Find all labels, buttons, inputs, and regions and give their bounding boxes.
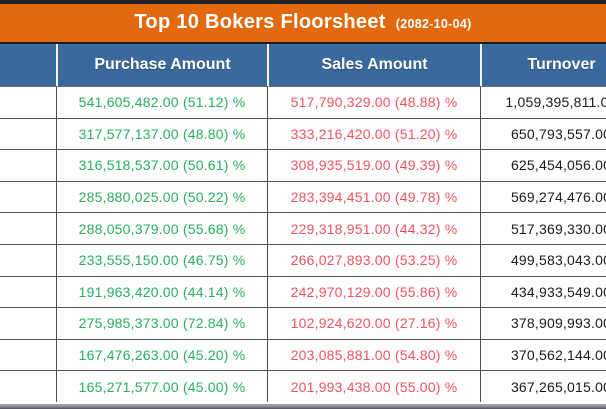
broker-cell: [0, 340, 56, 371]
broker-cell: [0, 150, 56, 181]
purchase-amount-cell: 233,555,150.00 (46.75) %: [56, 244, 267, 276]
turnover-cell: 650,793,557.00: [480, 118, 606, 150]
purchase-amount-cell: 167,476,263.00 (45.20) %: [56, 339, 267, 371]
sales-amount-cell: 517,790,329.00 (48.88) %: [267, 87, 480, 118]
turnover-cell: 569,274,476.00: [480, 181, 606, 213]
top-window-edge: [0, 0, 606, 4]
turnover-cell: 434,933,549.00: [480, 276, 606, 308]
header-purchase-amount: Purchase Amount: [56, 44, 267, 86]
header-sales-amount: Sales Amount: [267, 44, 480, 86]
table-body: 541,605,482.00 (51.12) % 517,790,329.00 …: [0, 86, 606, 402]
sales-amount-cell: 266,027,893.00 (53.25) %: [267, 244, 480, 276]
broker-cell: [0, 182, 56, 213]
broker-cell: [0, 308, 56, 339]
sales-amount-cell: 229,318,951.00 (44.32) %: [267, 213, 480, 244]
turnover-cell: 517,369,330.00: [480, 213, 606, 244]
bottom-window-edge: [0, 404, 606, 409]
broker-cell: [0, 245, 56, 276]
table-header-row: Purchase Amount Sales Amount Turnover: [0, 44, 606, 86]
sales-amount-cell: 242,970,129.00 (55.86) %: [267, 276, 480, 308]
header-turnover: Turnover: [480, 44, 606, 86]
purchase-amount-cell: 541,605,482.00 (51.12) %: [56, 87, 267, 118]
turnover-cell: 367,265,015.00: [480, 371, 606, 402]
purchase-amount-cell: 191,963,420.00 (44.14) %: [56, 276, 267, 308]
table-row: 233,555,150.00 (46.75) % 266,027,893.00 …: [0, 243, 606, 276]
table-row: 167,476,263.00 (45.20) % 203,085,881.00 …: [0, 338, 606, 371]
title-date: (2082-10-04): [395, 17, 472, 31]
purchase-amount-cell: 285,880,025.00 (50.22) %: [56, 181, 267, 213]
turnover-cell: 378,909,993.00: [480, 308, 606, 339]
table-row: 316,518,537.00 (50.61) % 308,935,519.00 …: [0, 149, 606, 181]
sales-amount-cell: 283,394,451.00 (49.78) %: [267, 181, 480, 213]
purchase-amount-cell: 275,985,373.00 (72.84) %: [56, 308, 267, 339]
sales-amount-cell: 201,993,438.00 (55.00) %: [267, 371, 480, 402]
table-row: 275,985,373.00 (72.84) % 102,924,620.00 …: [0, 307, 606, 339]
sales-amount-cell: 333,216,420.00 (51.20) %: [267, 118, 480, 150]
broker-cell: [0, 87, 56, 118]
header-broker-column: [0, 44, 56, 86]
turnover-cell: 370,562,144.00: [480, 339, 606, 371]
turnover-cell: 625,454,056.00: [480, 150, 606, 181]
table-row: 165,271,577.00 (45.00) % 201,993,438.00 …: [0, 370, 606, 402]
purchase-amount-cell: 316,518,537.00 (50.61) %: [56, 150, 267, 181]
title-bar: Top 10 Bokers Floorsheet (2082-10-04): [0, 4, 606, 44]
floorsheet-table: Purchase Amount Sales Amount Turnover 54…: [0, 44, 606, 402]
purchase-amount-cell: 165,271,577.00 (45.00) %: [56, 371, 267, 402]
broker-cell: [0, 277, 56, 308]
broker-cell: [0, 213, 56, 244]
table-row: 191,963,420.00 (44.14) % 242,970,129.00 …: [0, 275, 606, 308]
table-row: 288,050,379.00 (55.68) % 229,318,951.00 …: [0, 212, 606, 244]
table-row: 317,577,137.00 (48.80) % 333,216,420.00 …: [0, 117, 606, 150]
purchase-amount-cell: 288,050,379.00 (55.68) %: [56, 213, 267, 244]
turnover-cell: 1,059,395,811.00: [480, 87, 606, 118]
table-row: 541,605,482.00 (51.12) % 517,790,329.00 …: [0, 86, 606, 118]
purchase-amount-cell: 317,577,137.00 (48.80) %: [56, 118, 267, 150]
broker-cell: [0, 119, 56, 150]
page-title: Top 10 Bokers Floorsheet: [134, 11, 386, 33]
broker-cell: [0, 371, 56, 402]
sales-amount-cell: 102,924,620.00 (27.16) %: [267, 308, 480, 339]
turnover-cell: 499,583,043.00: [480, 244, 606, 276]
sales-amount-cell: 308,935,519.00 (49.39) %: [267, 150, 480, 181]
sales-amount-cell: 203,085,881.00 (54.80) %: [267, 339, 480, 371]
table-row: 285,880,025.00 (50.22) % 283,394,451.00 …: [0, 180, 606, 213]
